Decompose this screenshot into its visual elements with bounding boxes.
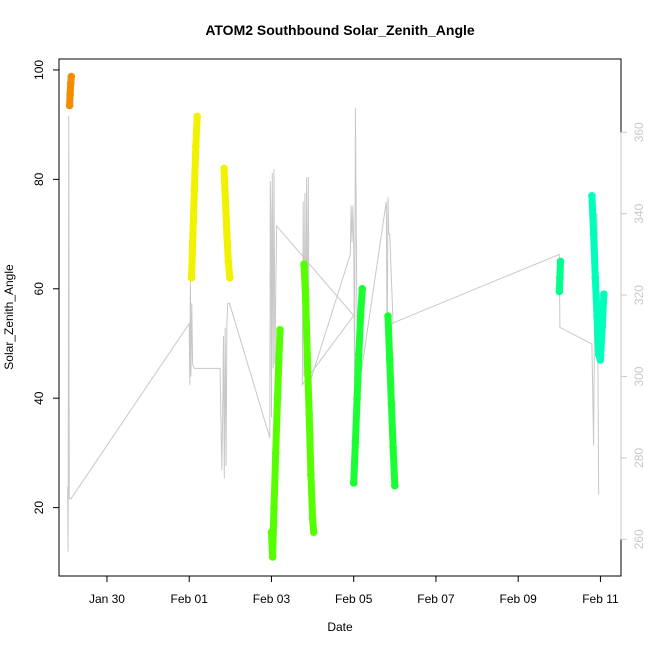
series-1-point-4 — [193, 112, 201, 121]
series-3-point-0 — [267, 528, 276, 536]
x-tick-label: Feb 01 — [171, 592, 209, 606]
series-0-point-3 — [67, 72, 76, 81]
series-5-point-3 — [355, 350, 363, 359]
plot-frame — [58, 58, 622, 577]
series-layer — [65, 72, 608, 561]
y-right-tick-label: 320 — [632, 285, 646, 305]
series-3-point-4 — [273, 394, 282, 403]
series-3-point-1 — [268, 553, 277, 561]
series-5-point-1 — [351, 438, 360, 446]
x-axis-label: Date — [327, 620, 353, 634]
series-6-point-1 — [385, 356, 394, 364]
series-3-point-5 — [275, 356, 283, 364]
x-tick-label: Jan 30 — [89, 592, 125, 606]
y-right-tick-label: 340 — [632, 203, 646, 223]
series-8-point-0 — [588, 192, 596, 200]
chart-title: ATOM2 Southbound Solar_Zenith_Angle — [205, 22, 475, 38]
series-4-point-3 — [305, 410, 314, 419]
series-4-point-2 — [303, 356, 312, 364]
series-8-point-2 — [591, 274, 600, 282]
series-8-point-1 — [589, 230, 598, 238]
series-2-point-4 — [226, 274, 234, 282]
series-0-point-0 — [65, 101, 74, 110]
y-right-tick-label: 300 — [632, 366, 646, 386]
y-tick-label: 80 — [32, 172, 46, 186]
series-4-point-4 — [307, 471, 315, 479]
series-0-point-2 — [66, 79, 75, 88]
secondary-trace-layer — [67, 107, 600, 552]
series-8-point-5 — [596, 356, 605, 364]
series-5-point-5 — [358, 285, 367, 293]
series-5-point-2 — [353, 394, 361, 403]
y-tick-label: 100 — [32, 60, 46, 80]
series-7-point-2 — [556, 257, 565, 266]
series-4-point-0 — [300, 260, 308, 269]
series-8-point-7 — [600, 290, 608, 299]
series-2-point-1 — [221, 197, 230, 205]
series-1-point-2 — [190, 186, 199, 195]
y-tick-label: 60 — [32, 282, 46, 296]
x-tick-label: Feb 11 — [582, 592, 619, 606]
y-right-tick-label: 260 — [632, 529, 646, 549]
series-6-point-3 — [389, 443, 397, 452]
series-4-point-6 — [309, 528, 318, 536]
series-7-point-0 — [555, 287, 564, 296]
y-tick-label: 40 — [32, 391, 46, 405]
y-axis-label: Solar_Zenith_Angle — [2, 264, 16, 370]
y-axis-left: 20 40 60 80 100 — [32, 60, 60, 515]
secondary-trace-line — [67, 107, 600, 552]
series-2-point-3 — [224, 257, 233, 266]
series-3-point-6 — [276, 326, 284, 334]
series-4-point-5 — [308, 514, 317, 523]
series-3-point-3 — [271, 449, 280, 457]
y-tick-label: 20 — [32, 501, 46, 515]
y-right-tick-label: 360 — [632, 122, 646, 142]
series-6-point-2 — [387, 399, 396, 408]
series-8-point-6 — [598, 323, 606, 331]
series-5-line — [350, 285, 366, 487]
series-5-point-0 — [349, 479, 358, 487]
series-0-point-1 — [66, 90, 74, 99]
series-2-point-2 — [223, 230, 231, 238]
x-tick-label: Feb 07 — [417, 592, 455, 606]
x-tick-label: Feb 03 — [253, 592, 291, 606]
y-axis-right: 260 280 300 320 340 360 — [620, 122, 646, 549]
series-1-line — [188, 112, 201, 282]
series-1-point-3 — [192, 142, 200, 151]
x-tick-label: Feb 05 — [335, 592, 373, 606]
series-4-point-1 — [301, 295, 310, 304]
series-3-point-2 — [270, 503, 278, 512]
x-tick-label: Feb 09 — [500, 592, 538, 606]
series-1-point-1 — [189, 230, 197, 238]
series-6-point-4 — [391, 481, 399, 490]
series-6-point-0 — [384, 312, 392, 320]
series-4-line — [300, 260, 318, 536]
x-axis: Jan 30 Feb 01 Feb 03 Feb 05 Feb 07 Feb 09 Feb … — [89, 575, 619, 606]
series-8-point-3 — [593, 312, 601, 320]
series-1-point-0 — [187, 274, 196, 282]
series-2-point-0 — [220, 164, 228, 173]
series-7-point-1 — [556, 274, 564, 282]
y-right-tick-label: 280 — [632, 448, 646, 468]
series-8-line — [588, 192, 608, 364]
series-5-point-4 — [356, 312, 365, 320]
